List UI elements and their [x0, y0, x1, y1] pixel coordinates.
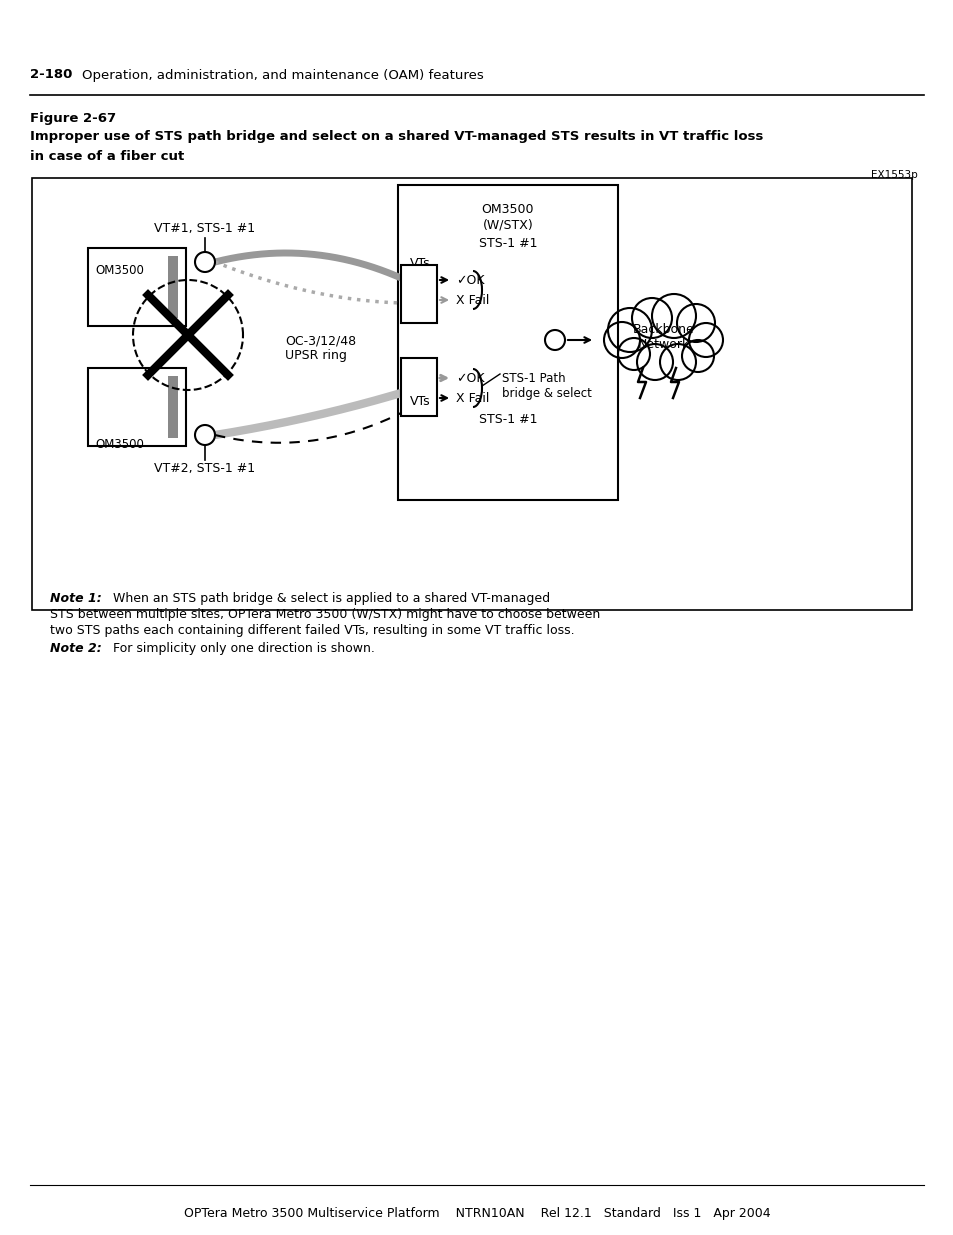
- Text: EX1553p: EX1553p: [870, 170, 917, 180]
- Text: (W/STX): (W/STX): [482, 219, 533, 231]
- Text: ✓OK: ✓OK: [456, 273, 484, 287]
- Circle shape: [544, 330, 564, 350]
- Text: OM3500: OM3500: [481, 203, 534, 216]
- Bar: [88, 248, 186, 326]
- Text: STS-1 #1: STS-1 #1: [478, 412, 537, 426]
- Text: two STS paths each containing different failed VTs, resulting in some VT traffic: two STS paths each containing different …: [50, 624, 574, 637]
- Text: VTs: VTs: [410, 395, 430, 408]
- Text: Improper use of STS path bridge and select on a shared VT-managed STS results in: Improper use of STS path bridge and sele…: [30, 130, 762, 143]
- Text: OPTera Metro 3500 Multiservice Platform    NTRN10AN    Rel 12.1   Standard   Iss: OPTera Metro 3500 Multiservice Platform …: [184, 1207, 769, 1220]
- Text: X Fail: X Fail: [456, 294, 489, 306]
- Text: Note 2:: Note 2:: [50, 642, 102, 655]
- Text: in case of a fiber cut: in case of a fiber cut: [30, 149, 184, 163]
- Text: OC-3/12/48
UPSR ring: OC-3/12/48 UPSR ring: [285, 333, 355, 362]
- Text: VT#1, STS-1 #1: VT#1, STS-1 #1: [154, 222, 255, 235]
- Bar: [88, 368, 186, 446]
- Text: STS between multiple sites, OPTera Metro 3500 (W/STX) might have to choose betwe: STS between multiple sites, OPTera Metro…: [50, 608, 599, 621]
- Bar: [168, 375, 178, 438]
- Circle shape: [194, 425, 214, 445]
- Text: ✓OK: ✓OK: [456, 372, 484, 384]
- Text: OM3500: OM3500: [95, 264, 144, 277]
- Text: Note 1:: Note 1:: [50, 592, 102, 605]
- Bar: [32, 178, 911, 610]
- Text: STS-1 Path
bridge & select: STS-1 Path bridge & select: [501, 372, 591, 400]
- Text: STS-1 #1: STS-1 #1: [478, 237, 537, 249]
- Text: VT#2, STS-1 #1: VT#2, STS-1 #1: [154, 462, 255, 475]
- Text: OM3500: OM3500: [95, 438, 144, 451]
- Text: For simplicity only one direction is shown.: For simplicity only one direction is sho…: [109, 642, 375, 655]
- Text: X Fail: X Fail: [456, 391, 489, 405]
- Text: Figure 2-67: Figure 2-67: [30, 112, 116, 125]
- Bar: [400, 358, 436, 416]
- Text: Operation, administration, and maintenance (OAM) features: Operation, administration, and maintenan…: [82, 68, 483, 82]
- Polygon shape: [621, 312, 703, 366]
- Bar: [400, 266, 436, 324]
- Text: Backbone
Network: Backbone Network: [633, 324, 694, 351]
- Text: VTs: VTs: [410, 257, 430, 270]
- Circle shape: [194, 252, 214, 272]
- Bar: [397, 185, 618, 500]
- Text: When an STS path bridge & select is applied to a shared VT-managed: When an STS path bridge & select is appl…: [109, 592, 550, 605]
- Text: 2-180: 2-180: [30, 68, 72, 82]
- Bar: [168, 256, 178, 317]
